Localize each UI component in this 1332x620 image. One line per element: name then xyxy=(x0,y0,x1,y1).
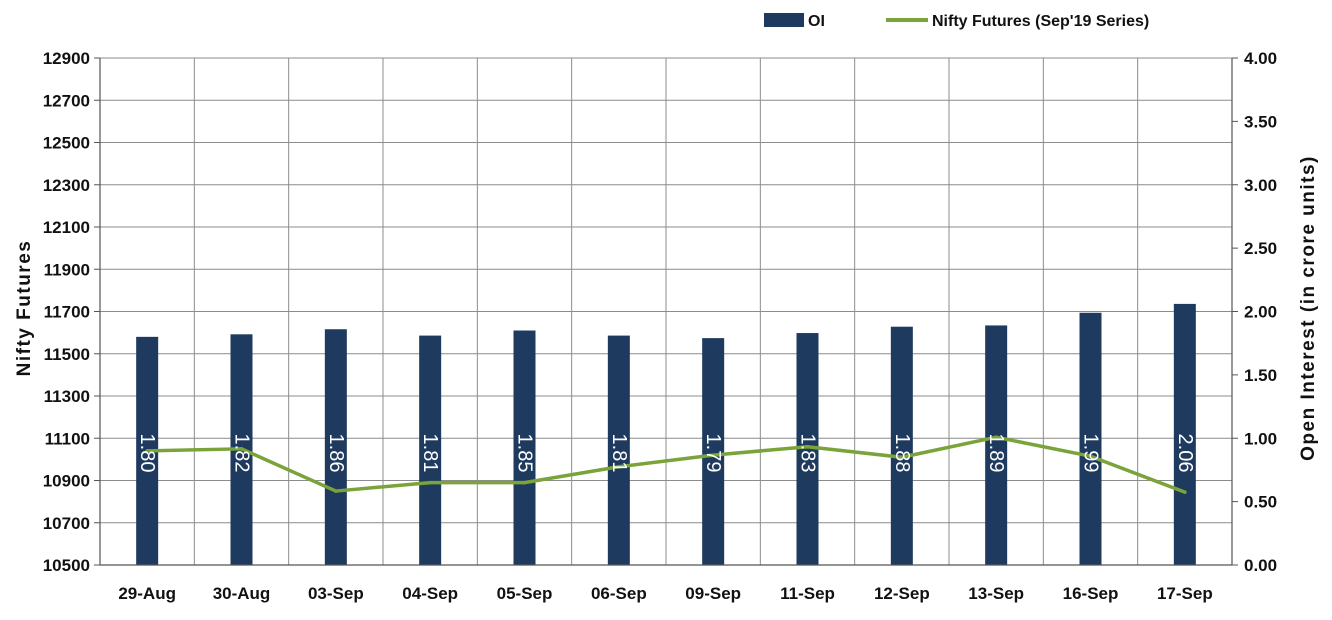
bar xyxy=(419,335,442,565)
bar-data-label: 1.80 xyxy=(136,434,158,473)
x-tick-label: 06-Sep xyxy=(591,584,647,603)
legend: OI Nifty Futures (Sep'19 Series) xyxy=(764,13,1149,30)
line-point xyxy=(522,480,527,485)
bar xyxy=(324,329,347,565)
bar-data-label: 1.81 xyxy=(419,434,441,473)
y-tick-label-left: 10500 xyxy=(43,556,90,575)
x-tick-label: 12-Sep xyxy=(874,584,930,603)
y-tick-label-left: 12900 xyxy=(43,49,90,68)
y-tick-label-left: 11100 xyxy=(45,429,90,448)
bar xyxy=(890,326,913,565)
bar-data-labels: 1.80 1.82 1.86 1.81 1.85 1.81 1.79 1.83 1.88 1.89… xyxy=(136,434,1196,473)
bar-data-label: 1.81 xyxy=(608,434,630,473)
line-point xyxy=(428,480,432,485)
y-tick-label-right: 1.00 xyxy=(1244,429,1277,448)
line-point xyxy=(1183,490,1187,494)
line-point xyxy=(617,464,621,469)
bar-data-label: 1.88 xyxy=(891,434,913,473)
x-tick-label: 05-Sep xyxy=(497,584,553,603)
line-point xyxy=(239,447,244,451)
axes: 10500 10700 10900 11100 11300 11500 11700 11900… xyxy=(43,49,1277,603)
line-point xyxy=(994,435,998,439)
bar-data-label: 1.82 xyxy=(231,434,253,473)
legend-label-oi: OI xyxy=(808,13,825,30)
y-tick-label-left: 12700 xyxy=(43,91,90,110)
gridlines xyxy=(99,57,1233,566)
bar xyxy=(796,333,819,565)
y-tick-label-left: 10700 xyxy=(43,514,90,533)
y-tick-label-right: 0.50 xyxy=(1244,493,1277,512)
y-tick-label-left: 12300 xyxy=(43,176,90,195)
line-point xyxy=(145,449,149,453)
y-tick-label-right: 2.00 xyxy=(1244,303,1277,322)
x-tick-label: 17-Sep xyxy=(1157,584,1213,603)
x-tick-label: 11-Sep xyxy=(780,584,835,603)
bar xyxy=(1079,312,1102,565)
y-tick-label-right: 3.00 xyxy=(1244,176,1277,195)
y-tick-label-left: 11300 xyxy=(44,387,90,406)
y-axis-title-right: Open Interest (in crore units) xyxy=(1298,155,1319,461)
y-tick-label-left: 10900 xyxy=(43,472,90,491)
legend-label-nifty: Nifty Futures (Sep'19 Series) xyxy=(932,13,1149,30)
line-series xyxy=(145,435,1187,494)
line-point xyxy=(805,444,810,449)
bar xyxy=(513,330,536,565)
legend-swatch-oi xyxy=(764,13,804,27)
x-tick-label: 29-Aug xyxy=(118,584,176,603)
bar-data-label: 1.99 xyxy=(1080,434,1102,473)
x-tick-label: 13-Sep xyxy=(968,584,1024,603)
bar-data-label: 1.83 xyxy=(797,434,819,473)
y-tick-label-right: 3.50 xyxy=(1244,112,1277,131)
line-nifty-futures xyxy=(147,435,1186,494)
bar-data-label: 1.85 xyxy=(514,434,536,473)
bar xyxy=(702,338,725,565)
y-tick-label-left: 11900 xyxy=(44,260,90,279)
y-tick-label-left: 12500 xyxy=(43,134,90,153)
y-axis-title-left: Nifty Futures xyxy=(14,240,35,377)
y-tick-label-right: 0.00 xyxy=(1244,556,1277,575)
bar-data-label: 1.79 xyxy=(702,434,724,473)
x-tick-label: 16-Sep xyxy=(1063,584,1119,603)
bar xyxy=(607,335,630,565)
line-point xyxy=(711,453,715,457)
x-tick-label: 09-Sep xyxy=(685,584,741,603)
x-tick-label: 30-Aug xyxy=(213,584,271,603)
y-tick-label-left: 11500 xyxy=(44,345,90,364)
line-point xyxy=(334,489,338,493)
y-tick-label-right: 1.50 xyxy=(1244,366,1277,385)
y-tick-label-right: 2.50 xyxy=(1244,239,1277,258)
y-tick-label-left: 11700 xyxy=(44,303,90,322)
bar-data-label: 2.06 xyxy=(1174,434,1196,473)
bar xyxy=(1173,303,1196,565)
bar xyxy=(985,325,1008,565)
line-point xyxy=(1088,454,1093,459)
y-tick-label-left: 12100 xyxy=(43,218,90,237)
y-tick-label-right: 4.00 xyxy=(1244,49,1277,68)
bar-data-label: 1.86 xyxy=(325,434,347,473)
x-tick-label: 04-Sep xyxy=(402,584,458,603)
line-point xyxy=(900,455,904,460)
x-tick-label: 03-Sep xyxy=(308,584,364,603)
bar-data-label: 1.89 xyxy=(985,434,1007,473)
